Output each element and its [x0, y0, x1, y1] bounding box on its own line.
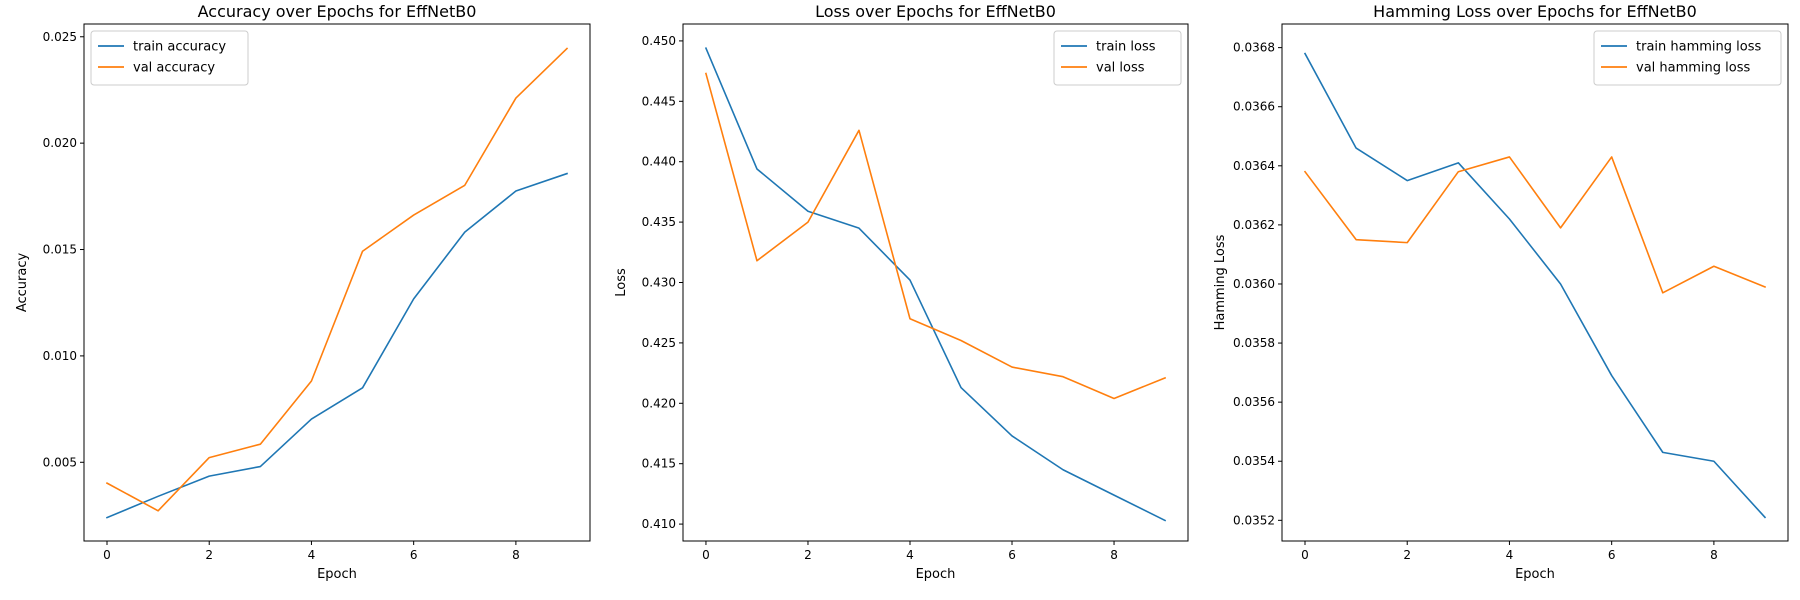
series-line-train — [105, 172, 569, 519]
x-tick-label: 8 — [512, 548, 520, 562]
y-tick-label: 0.0368 — [1233, 41, 1275, 55]
series-line-val — [105, 47, 569, 512]
chart-title: Hamming Loss over Epochs for EffNetB0 — [1373, 2, 1697, 21]
y-tick-label: 0.435 — [642, 215, 676, 229]
y-tick-label: 0.005 — [43, 455, 77, 469]
y-tick-label: 0.445 — [642, 94, 676, 108]
y-axis-label: Hamming Loss — [1213, 234, 1228, 330]
chart-panel-1: Loss over Epochs for EffNetB0 0 2 4 6 8 0.410 0… — [614, 2, 1189, 582]
x-tick-label: 0 — [702, 548, 710, 562]
x-tick-label: 6 — [1008, 548, 1016, 562]
y-axis-label: Loss — [614, 268, 629, 297]
y-tick-label: 0.415 — [642, 457, 676, 471]
series-line-val — [704, 72, 1167, 400]
y-tick-label: 0.0352 — [1233, 513, 1275, 527]
y-tick-label: 0.0358 — [1233, 336, 1275, 350]
y-tick-label: 0.015 — [43, 243, 77, 257]
series-line-val — [1303, 156, 1767, 294]
y-tick-label: 0.0364 — [1233, 159, 1275, 173]
y-tick-label: 0.0362 — [1233, 218, 1275, 232]
chart-panel-0: Accuracy over Epochs for EffNetB0 0 2 4 6 8 0.… — [15, 2, 591, 582]
y-axis-label: Accuracy — [15, 253, 30, 313]
legend-label-val: val accuracy — [133, 61, 215, 76]
legend-box — [1053, 30, 1182, 86]
y-tick-label: 0.420 — [642, 396, 676, 410]
y-tick-label: 0.0356 — [1233, 395, 1275, 409]
y-tick-label: 0.0360 — [1233, 277, 1275, 291]
y-tick-label: 0.0366 — [1233, 100, 1275, 114]
x-axis-label: Epoch — [317, 567, 357, 582]
y-tick-label: 0.020 — [43, 136, 77, 150]
x-tick-label: 2 — [1403, 548, 1411, 562]
y-tick-label: 0.440 — [642, 155, 676, 169]
y-tick-label: 0.430 — [642, 276, 676, 290]
legend-label-val: val loss — [1096, 61, 1145, 76]
chart-panel-2: Hamming Loss over Epochs for EffNetB0 0 2 4… — [1213, 2, 1789, 582]
x-axis-label: Epoch — [916, 567, 956, 582]
x-tick-label: 6 — [410, 548, 418, 562]
x-tick-label: 4 — [308, 548, 316, 562]
y-tick-label: 0.410 — [642, 517, 676, 531]
x-tick-label: 4 — [1506, 548, 1514, 562]
chart-title: Accuracy over Epochs for EffNetB0 — [198, 2, 477, 21]
legend-label-val: val hamming loss — [1636, 61, 1751, 76]
x-tick-label: 0 — [1301, 548, 1309, 562]
x-tick-label: 8 — [1110, 548, 1118, 562]
legend-label-train: train hamming loss — [1636, 40, 1761, 55]
legend-box — [1593, 30, 1782, 86]
legend-label-train: train loss — [1096, 40, 1156, 55]
y-tick-label: 0.025 — [43, 30, 77, 44]
legend: train loss val loss — [1053, 30, 1182, 86]
legend: train hamming loss val hamming loss — [1593, 30, 1782, 86]
y-tick-label: 0.010 — [43, 349, 77, 363]
x-axis-label: Epoch — [1515, 567, 1555, 582]
chart-title: Loss over Epochs for EffNetB0 — [815, 2, 1056, 21]
x-tick-label: 8 — [1710, 548, 1718, 562]
legend-box — [90, 30, 249, 86]
x-tick-label: 2 — [205, 548, 213, 562]
x-tick-label: 6 — [1608, 548, 1616, 562]
plot-frame — [1281, 23, 1789, 542]
x-tick-label: 0 — [103, 548, 111, 562]
x-tick-label: 4 — [906, 548, 914, 562]
plot-frame — [682, 23, 1189, 542]
series-line-train — [704, 47, 1167, 522]
y-tick-label: 0.450 — [642, 34, 676, 48]
series-line-train — [1303, 52, 1767, 519]
legend: train accuracy val accuracy — [90, 30, 249, 86]
y-tick-label: 0.0354 — [1233, 454, 1275, 468]
plot-frame — [83, 23, 591, 542]
y-tick-label: 0.425 — [642, 336, 676, 350]
x-tick-label: 2 — [804, 548, 812, 562]
legend-label-train: train accuracy — [133, 40, 226, 55]
